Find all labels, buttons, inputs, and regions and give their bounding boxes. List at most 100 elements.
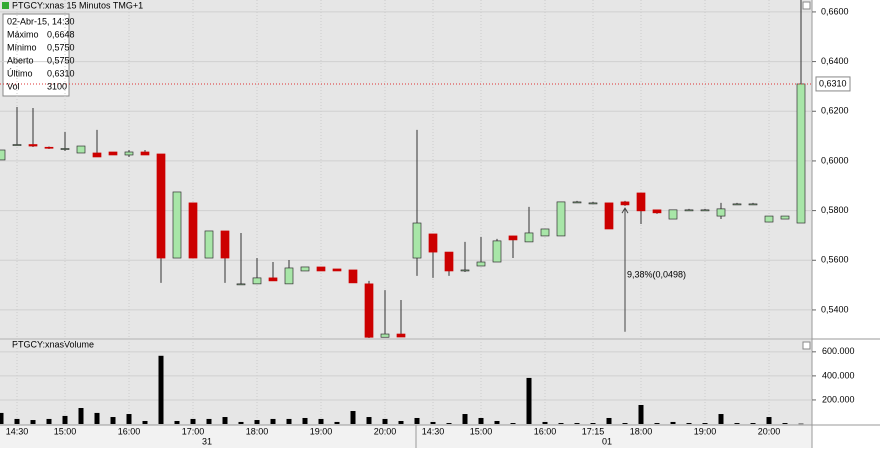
candle-body (12, 144, 22, 146)
volume-bar (686, 423, 692, 424)
volume-bar (46, 418, 52, 424)
candle-body (316, 266, 326, 272)
candle-body (620, 201, 630, 206)
candle-body (556, 201, 566, 237)
volume-bar (510, 423, 516, 424)
candle-body (764, 215, 774, 223)
volume-bar (238, 421, 244, 424)
y-tick-label: 400.000 (822, 370, 855, 380)
volume-bar (446, 423, 452, 424)
candle-body (28, 144, 38, 147)
volume-bar (158, 355, 164, 424)
info-label: Vol (7, 81, 20, 91)
x-tick-label: 17:00 (182, 426, 205, 436)
candle-body (412, 222, 422, 259)
volume-bar (542, 421, 548, 424)
info-label: Último (7, 68, 33, 78)
panel-button[interactable] (802, 1, 811, 10)
volume-bar (670, 421, 676, 424)
y-tick-label: 600.000 (822, 346, 855, 356)
candle-body (252, 277, 262, 285)
y-tick-label: 0,5800 (821, 205, 849, 215)
candle-body (508, 235, 518, 241)
candle-body (604, 202, 614, 230)
volume-bar (126, 414, 132, 424)
y-tick-label: 0,5600 (821, 255, 849, 265)
candle-body (268, 277, 278, 282)
volume-bar (62, 415, 68, 424)
x-tick-label: 14:30 (6, 426, 29, 436)
candle-body (780, 215, 790, 220)
panel-button[interactable] (802, 341, 811, 350)
volume-bar (302, 417, 308, 424)
candle-body (588, 202, 598, 205)
candle-body (540, 228, 550, 237)
volume-bar (350, 411, 356, 424)
candle-body (364, 283, 374, 338)
volume-bar (702, 423, 708, 424)
x-tick-label: 18:00 (630, 426, 653, 436)
volume-bar (174, 420, 180, 424)
volume-bar (462, 414, 468, 424)
volume-bar (478, 417, 484, 424)
candle-body (492, 240, 502, 263)
x-tick-label: 15:00 (54, 426, 77, 436)
volume-bar (494, 420, 500, 424)
chart-title: PTGCY:xnas 15 Minutos TMG+1 (12, 0, 143, 10)
volume-title: PTGCY:xnasVolume (12, 339, 94, 349)
time-axis (0, 425, 812, 448)
volume-bar (718, 414, 724, 424)
volume-bar (110, 417, 116, 424)
x-tick-label: 15:00 (470, 426, 493, 436)
volume-bar (526, 377, 532, 424)
volume-bar (318, 418, 324, 424)
series-icon (2, 2, 9, 9)
candle-body (348, 269, 358, 284)
volume-bar (366, 417, 372, 424)
candle-body (396, 333, 406, 338)
candle-body (444, 251, 454, 272)
candle-body (140, 151, 150, 156)
candle-body (636, 192, 646, 212)
volume-bar (414, 417, 420, 424)
volume-bar (590, 423, 596, 424)
candle-body (796, 83, 806, 224)
y-tick-label: 0,5400 (821, 304, 849, 314)
info-box (2, 13, 70, 97)
info-date: 02-Abr-15, 14:30 (7, 16, 75, 26)
candle-body (220, 230, 230, 259)
x-tick-label: 19:00 (694, 426, 717, 436)
candle-body (44, 146, 54, 149)
candle-body (380, 333, 390, 338)
candle-body (236, 283, 246, 286)
volume-bar (766, 417, 772, 424)
volume-bar (750, 423, 756, 424)
candle-body (476, 261, 486, 267)
candle-body (524, 232, 534, 243)
x-tick-label: 19:00 (310, 426, 333, 436)
x-tick-label: 14:30 (422, 426, 445, 436)
volume-bar (286, 418, 292, 424)
volume-bar (734, 423, 740, 424)
y-tick-label: 0,6600 (821, 6, 849, 16)
candle-body (76, 145, 86, 154)
volume-bar (190, 418, 196, 424)
info-value: 0,6310 (47, 68, 75, 78)
volume-bar (798, 423, 804, 425)
volume-bar (94, 412, 100, 424)
volume-bar (782, 423, 788, 424)
info-value: 3100 (47, 81, 67, 91)
info-label: Mínimo (7, 42, 37, 52)
x-tick-label: 20:00 (374, 426, 397, 436)
x-tick-label: 16:00 (118, 426, 141, 436)
candle-body (204, 230, 214, 259)
volume-bar (14, 418, 20, 424)
candle-body (428, 233, 438, 253)
info-label: Aberto (7, 55, 34, 65)
candle-body (732, 203, 742, 206)
candle-body (460, 269, 470, 272)
candle-body (92, 152, 102, 158)
x-tick-label: 16:00 (534, 426, 557, 436)
